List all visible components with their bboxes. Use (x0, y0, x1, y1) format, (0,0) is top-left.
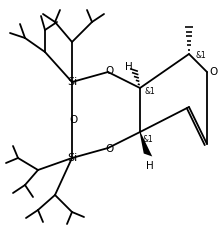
Text: &1: &1 (196, 52, 206, 61)
Text: &1: &1 (145, 87, 155, 96)
Text: H: H (125, 62, 133, 72)
Text: O: O (210, 67, 218, 77)
Text: O: O (105, 144, 113, 154)
Text: O: O (105, 66, 113, 76)
Polygon shape (139, 132, 152, 156)
Text: H: H (146, 161, 154, 171)
Text: O: O (69, 115, 77, 125)
Text: Si: Si (67, 77, 77, 87)
Text: Si: Si (67, 153, 77, 163)
Text: &1: &1 (143, 135, 153, 143)
